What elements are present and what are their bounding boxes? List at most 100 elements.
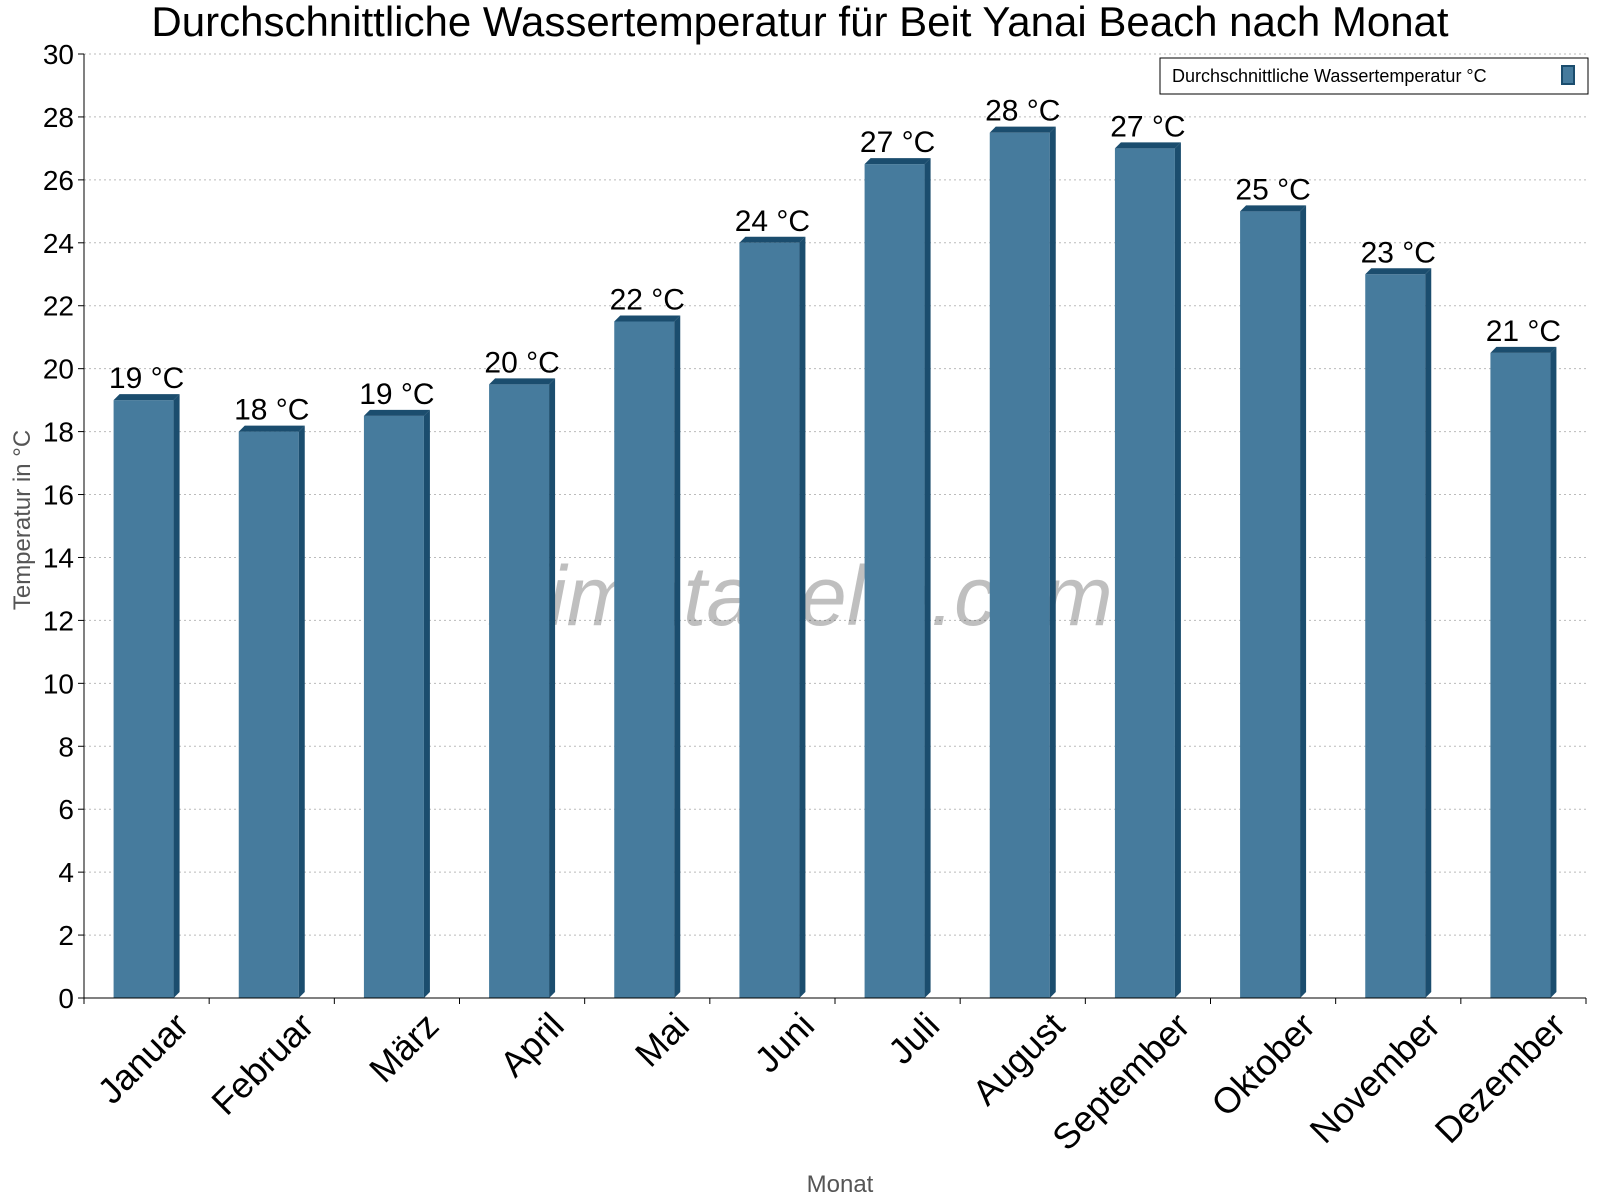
- data-label: 19 °C: [359, 378, 434, 411]
- bar-group: 24 °C: [735, 205, 810, 999]
- bar: [238, 431, 299, 999]
- bar-group: 28 °C: [985, 95, 1060, 998]
- legend-swatch: [1561, 65, 1575, 85]
- bar-top: [1240, 205, 1307, 212]
- y-tick-label: 10: [43, 668, 74, 699]
- data-label: 24 °C: [735, 205, 810, 238]
- bar-side: [173, 394, 180, 999]
- bar: [614, 321, 675, 998]
- data-label: 28 °C: [985, 95, 1060, 128]
- x-tick-label: Mai: [627, 1005, 697, 1075]
- data-label: 21 °C: [1486, 315, 1561, 348]
- y-tick-label: 30: [43, 39, 74, 70]
- bar: [989, 132, 1050, 998]
- bar-side: [1174, 142, 1181, 998]
- y-tick-label: 4: [58, 857, 74, 888]
- data-label: 20 °C: [484, 346, 559, 379]
- data-label: 27 °C: [1110, 110, 1185, 143]
- legend-box: [1159, 57, 1589, 95]
- bar-top: [1490, 346, 1557, 353]
- y-tick-label: 18: [43, 417, 74, 448]
- x-tick-label: November: [1301, 1005, 1447, 1151]
- bar: [864, 164, 925, 999]
- x-tick-label: März: [361, 1005, 447, 1091]
- y-tick-label: 8: [58, 731, 74, 762]
- bar-group: 19 °C: [359, 378, 435, 998]
- bar-side: [799, 236, 806, 999]
- data-label: 22 °C: [610, 283, 685, 316]
- y-axis-label: Temperatur in °C: [9, 430, 36, 610]
- bar: [1490, 352, 1551, 998]
- bar-group: 18 °C: [234, 394, 309, 999]
- bar-top: [1114, 142, 1181, 149]
- x-tick-label: April: [492, 1005, 572, 1085]
- bar-side: [1550, 346, 1557, 998]
- x-tick-label: Juni: [746, 1005, 822, 1081]
- y-tick-label: 22: [43, 291, 74, 322]
- y-tick-label: 26: [43, 165, 74, 196]
- bar: [1114, 148, 1175, 998]
- bar-top: [238, 425, 305, 432]
- bar-group: 22 °C: [610, 283, 685, 998]
- bar-side: [924, 158, 931, 999]
- chart-title: Durchschnittliche Wassertemperatur für B…: [151, 0, 1449, 45]
- bar-top: [989, 126, 1056, 133]
- bar-group: 20 °C: [484, 346, 560, 998]
- bar-group: 25 °C: [1235, 173, 1311, 999]
- bar-side: [1425, 268, 1432, 998]
- x-tick-labels: Januar Februar März April Mai Juni Juli AugustS…: [89, 1005, 1573, 1159]
- bar-side: [674, 315, 681, 998]
- y-tick-label: 0: [58, 983, 74, 1014]
- bar-top: [1365, 268, 1432, 275]
- bar-top: [489, 378, 556, 385]
- bar-top: [739, 236, 806, 243]
- y-tick-label: 14: [43, 542, 74, 573]
- legend-entry-label: Durchschnittliche Wassertemperatur °C: [1172, 66, 1487, 86]
- y-tick-label: 2: [58, 920, 74, 951]
- bar-top: [614, 315, 681, 322]
- x-tick-label: Juli: [880, 1005, 947, 1072]
- legend: Durchschnittliche Wassertemperatur °C: [1159, 57, 1589, 95]
- data-label: 18 °C: [234, 394, 309, 427]
- data-label: 19 °C: [109, 362, 184, 395]
- x-tick-label: August: [964, 1005, 1072, 1113]
- y-tick-label: 24: [43, 228, 74, 259]
- x-tick-label: Februar: [203, 1005, 321, 1123]
- y-tick-label: 20: [43, 354, 74, 385]
- y-tick-label: 12: [43, 605, 74, 636]
- bar-group: 27 °C: [1110, 110, 1186, 998]
- bar-side: [1049, 126, 1056, 998]
- bar-group: 19 °C: [109, 362, 184, 999]
- bar-top: [113, 394, 180, 401]
- x-axis-label: Monat: [807, 1171, 874, 1198]
- axes: [78, 53, 1587, 1004]
- bar-side: [298, 425, 305, 999]
- x-tick-label: Dezember: [1427, 1005, 1573, 1151]
- bar-group: 23 °C: [1361, 236, 1436, 998]
- bar-side: [1300, 205, 1307, 999]
- bar-side: [423, 409, 430, 998]
- bar: [489, 384, 550, 998]
- bar-side: [549, 378, 556, 998]
- x-tick-label: Oktober: [1203, 1005, 1323, 1125]
- x-tick-label: Januar: [89, 1005, 196, 1112]
- grid-lines: [84, 53, 1586, 936]
- bar-group: 21 °C: [1486, 315, 1561, 998]
- bar: [739, 242, 800, 999]
- bar: [1365, 274, 1426, 998]
- y-tick-label: 16: [43, 480, 74, 511]
- bar-top: [864, 158, 931, 165]
- y-tick-label: 6: [58, 794, 74, 825]
- bar: [113, 400, 174, 999]
- bar: [1240, 211, 1301, 999]
- y-tick-label: 28: [43, 102, 74, 133]
- bar-top: [363, 409, 430, 416]
- bar: [363, 415, 424, 998]
- x-tick-label: September: [1044, 1005, 1198, 1159]
- bar-group: 27 °C: [860, 126, 935, 999]
- data-label: 25 °C: [1235, 173, 1310, 206]
- data-label: 27 °C: [860, 126, 935, 159]
- bars: 19 °C 18 °C 19 °C 20 °C 22 °C 24 °C 27 °C 28 °C…: [109, 95, 1561, 999]
